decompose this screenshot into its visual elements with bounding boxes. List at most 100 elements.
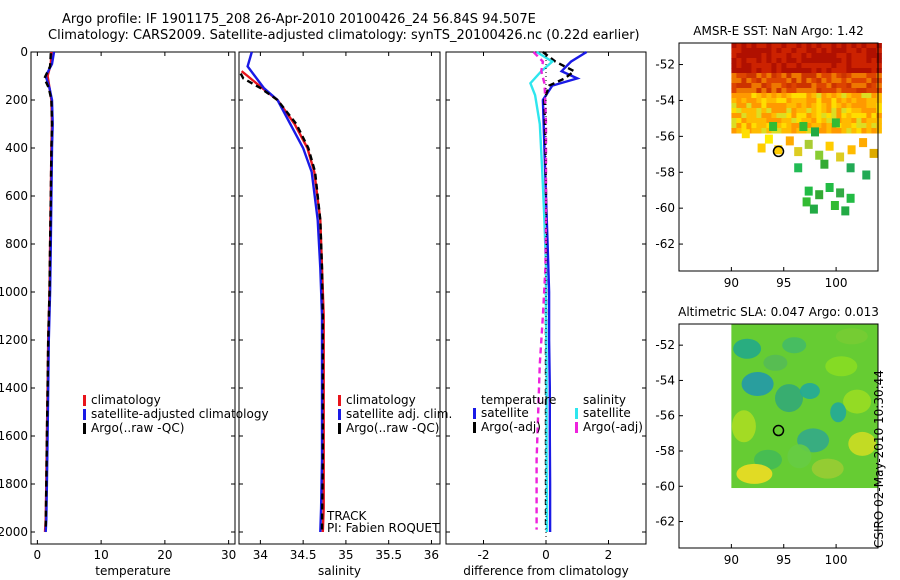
sst-cell: [821, 118, 827, 124]
sst-cell: [786, 128, 792, 134]
sst-cell: [831, 63, 837, 69]
sst-cell: [801, 98, 807, 104]
sst-cell: [736, 43, 742, 49]
sst-cell: [741, 118, 747, 124]
sst-cell: [806, 43, 812, 49]
sst-cell: [866, 43, 872, 49]
sst-cell: [756, 88, 762, 94]
sst-cell: [806, 118, 812, 124]
sst-cell: [821, 63, 827, 69]
sla-blob: [787, 444, 812, 469]
legend-diff-salinity-label-0: satellite: [583, 406, 631, 420]
sst-cell: [731, 43, 737, 49]
sst-cell: [766, 43, 772, 49]
sst-cell: [831, 98, 837, 104]
sst-cell: [826, 103, 832, 109]
ytick-label: 400: [5, 141, 28, 155]
sst-cell: [871, 123, 877, 129]
sst-cell: [741, 93, 747, 99]
sst-cell: [756, 93, 762, 99]
sst-cell: [791, 128, 797, 134]
sst-cell: [746, 63, 752, 69]
sst-cell: [816, 98, 822, 104]
sst-cell: [736, 118, 742, 124]
sst-cell: [741, 53, 747, 59]
sst-cell: [801, 103, 807, 109]
legend-temperature-label-1: satellite-adjusted climatology: [91, 407, 269, 421]
sst-cell: [756, 48, 762, 54]
sst-cell: [861, 88, 867, 94]
sst-cell: [861, 48, 867, 54]
sst-cell: [804, 139, 813, 149]
sst-cell: [756, 123, 762, 129]
legend-diff-salinity-label-1: Argo(-adj): [583, 420, 643, 434]
ytick-label: 1800: [0, 477, 28, 491]
sst-cell: [846, 108, 852, 114]
sst-cell: [876, 63, 882, 69]
sst-cell: [871, 73, 877, 79]
sst-cell: [751, 68, 757, 74]
sst-cell: [781, 58, 787, 64]
sst-cell: [809, 204, 818, 214]
sst-cell: [806, 98, 812, 104]
sla-blob: [782, 337, 807, 354]
sst-cell: [756, 83, 762, 89]
ytick-label: 1400: [0, 381, 28, 395]
legend-salinity-swatch-1: [338, 409, 341, 420]
sst-cell: [861, 128, 867, 134]
sst-cell: [861, 53, 867, 59]
sst-cell: [746, 78, 752, 84]
series-line-2-0: [541, 50, 588, 532]
sst-cell: [776, 53, 782, 59]
sst-cell: [756, 73, 762, 79]
sst-cell: [766, 108, 772, 114]
sst-cell: [761, 78, 767, 84]
sst-cell: [876, 98, 882, 104]
sst-cell: [751, 83, 757, 89]
sst-cell: [746, 118, 752, 124]
sst-cell: [826, 43, 832, 49]
sst-cell: [876, 118, 882, 124]
sst-cell: [746, 53, 752, 59]
sst-cell: [841, 103, 847, 109]
sst-cell: [871, 58, 877, 64]
sst-cell: [811, 118, 817, 124]
sst-cell: [841, 108, 847, 114]
sst-cell: [826, 83, 832, 89]
sst-cell: [771, 113, 777, 119]
sst-cell: [866, 98, 872, 104]
sst-cell: [811, 103, 817, 109]
sst-cell: [741, 48, 747, 54]
sst-cell: [816, 93, 822, 99]
sst-cell: [821, 88, 827, 94]
sst-cell: [771, 63, 777, 69]
sst-cell: [766, 113, 772, 119]
sst-cell: [776, 128, 782, 134]
legend-group-title-salinity: salinity: [583, 393, 626, 407]
sst-cell: [776, 123, 782, 129]
sst-cell: [866, 48, 872, 54]
sst-cell: [751, 108, 757, 114]
sst-cell: [776, 88, 782, 94]
sst-cell: [791, 108, 797, 114]
sst-cell: [811, 43, 817, 49]
sst-cell: [776, 93, 782, 99]
csiro-timestamp: CSIRO 02-May-2010 10:30:44: [872, 370, 886, 548]
sst-cell: [846, 78, 852, 84]
sst-cell: [736, 88, 742, 94]
sst-cell: [851, 88, 857, 94]
sst-cell: [806, 48, 812, 54]
sst-cell: [751, 63, 757, 69]
sst-cell: [731, 73, 737, 79]
sst-cell: [791, 58, 797, 64]
sst-cell: [771, 68, 777, 74]
sst-cell: [826, 128, 832, 134]
sst-cell: [825, 183, 834, 192]
sst-cell: [786, 118, 792, 124]
sst-cell: [830, 201, 839, 210]
sst-cell: [751, 58, 757, 64]
sst-cell: [866, 73, 872, 79]
sst-cell: [801, 88, 807, 94]
sst-cell: [771, 103, 777, 109]
sst-cell: [811, 88, 817, 94]
